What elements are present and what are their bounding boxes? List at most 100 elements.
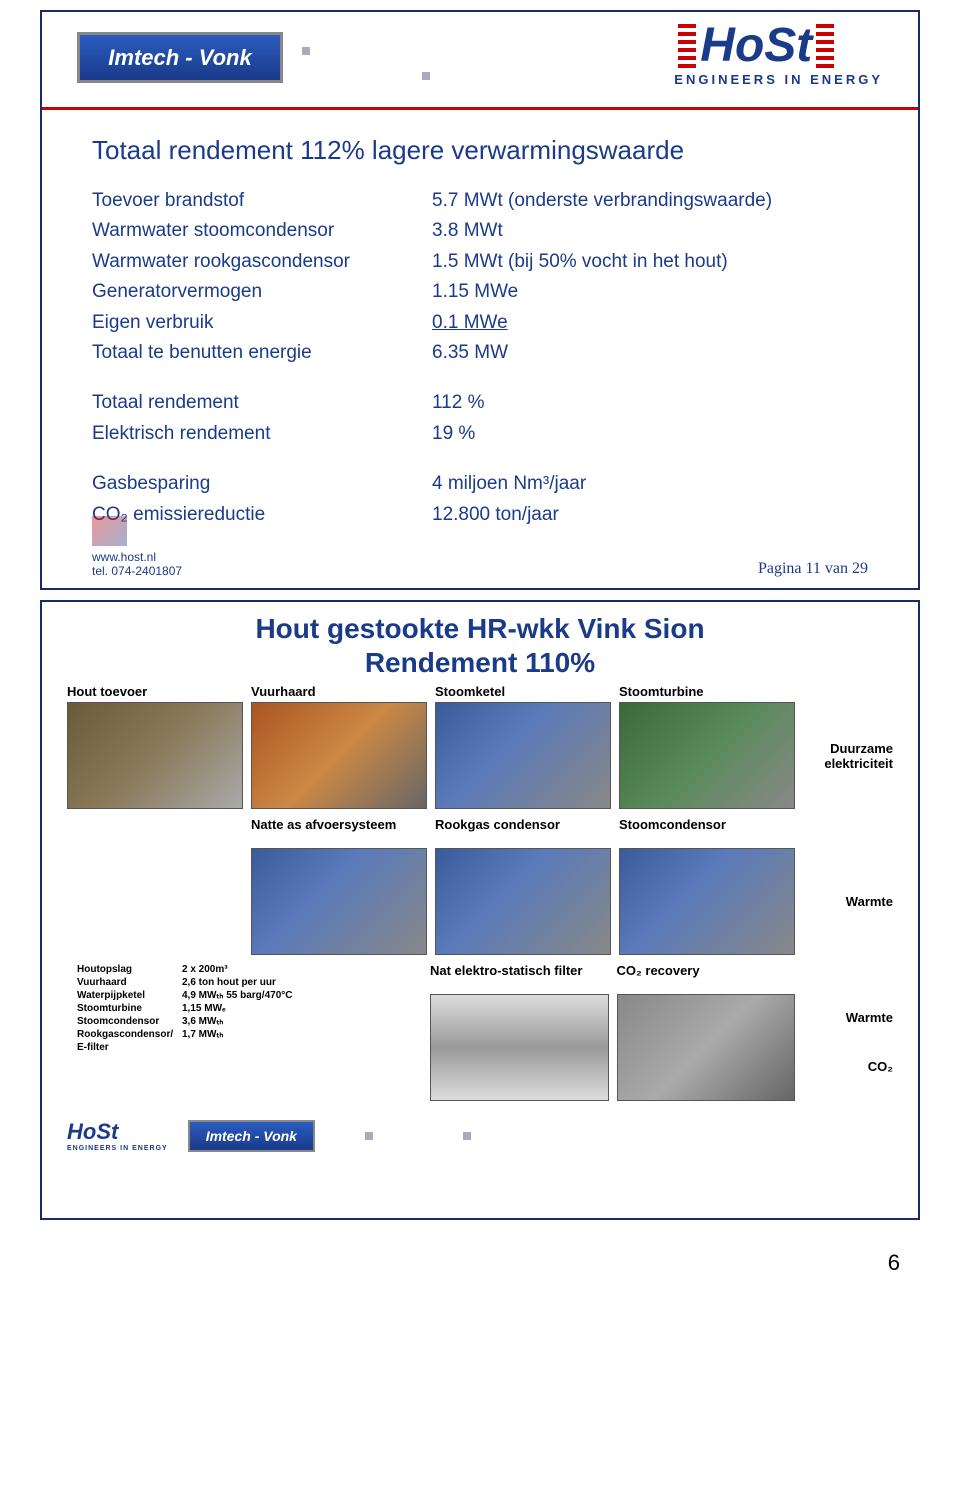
logo-host-main: HoSt	[674, 22, 883, 70]
page-number: 6	[0, 1230, 960, 1306]
logo-host-small-text: HoSt	[67, 1119, 168, 1145]
logo-host-small: HoSt ENGINEERS IN ENERGY	[67, 1119, 168, 1152]
row-value: 5.7 MWt (onderste verbrandingswaarde)	[432, 186, 868, 216]
photo-placeholder	[617, 994, 796, 1101]
logo-stripe-icon	[678, 24, 696, 68]
row-label: Warmwater rookgascondensor	[92, 247, 432, 277]
logo-host-text: HoSt	[700, 22, 812, 70]
decorative-box	[365, 1132, 373, 1140]
slide-1: Imtech - Vonk HoSt ENGINEERS IN ENERGY T…	[40, 10, 920, 590]
row-value: 4 miljoen Nm³/jaar	[432, 469, 868, 499]
cell-label: CO₂ recovery	[617, 963, 794, 991]
process-row-top: Hout toevoer Vuurhaard Stoomketel Stoomt…	[67, 684, 893, 809]
spec-val: 1,15 MWₑ	[182, 1002, 226, 1015]
cell-label: Rookgas condensor	[435, 817, 609, 845]
output-label: Warmte	[803, 892, 893, 911]
decorative-box	[302, 47, 310, 55]
slide-title: Totaal rendement 112% lagere verwarmings…	[42, 110, 918, 186]
output-column: Warmte	[803, 817, 893, 911]
process-row-mid: Natte as afvoersysteem Rookgas condensor…	[67, 817, 893, 955]
cell-label: Nat elektro-statisch filter	[430, 963, 607, 991]
data-row: Totaal te benutten energie6.35 MW	[92, 338, 868, 368]
footer-page: Pagina 11 van 29	[758, 560, 868, 578]
output-label: CO₂	[803, 1057, 893, 1076]
specs-cell: Houtopslag2 x 200m³ Vuurhaard2,6 ton hou…	[67, 963, 420, 1054]
photo-placeholder	[619, 848, 795, 955]
row-label: Eigen verbruik	[92, 308, 432, 338]
photo-placeholder	[251, 702, 427, 809]
process-cell: Hout toevoer	[67, 684, 241, 809]
logo-host: HoSt ENGINEERS IN ENERGY	[674, 22, 883, 87]
photo-placeholder	[251, 848, 427, 955]
process-cell: CO₂ recovery	[617, 963, 794, 1101]
output-label: Duurzame elektriciteit	[803, 739, 893, 773]
decorative-box	[463, 1132, 471, 1140]
row-value: 6.35 MW	[432, 338, 868, 368]
cell-label: Vuurhaard	[251, 684, 425, 699]
data-row: Generatorvermogen1.15 MWe	[92, 277, 868, 307]
process-cell: Nat elektro-statisch filter	[430, 963, 607, 1101]
footer-tel: tel. 074-2401807	[92, 564, 182, 578]
footer-url: www.host.nl	[92, 550, 182, 564]
spec-key: Stoomturbine	[77, 1002, 182, 1015]
process-cell: Stoomturbine	[619, 684, 793, 809]
data-row: Eigen verbruik0.1 MWe	[92, 308, 868, 338]
output-column: Warmte CO₂	[803, 963, 893, 1076]
process-cell: Stoomketel	[435, 684, 609, 809]
logo-imtech-small: Imtech - Vonk	[188, 1120, 315, 1152]
row-label: Totaal te benutten energie	[92, 338, 432, 368]
spec-val: 1,7 MWₜₕ	[182, 1028, 223, 1054]
cell-label: Stoomturbine	[619, 684, 793, 699]
photo-placeholder	[435, 702, 611, 809]
spec-row: Stoomcondensor3,6 MWₜₕ	[77, 1015, 420, 1028]
output-label: Warmte	[803, 1008, 893, 1027]
process-cell: Stoomcondensor	[619, 817, 793, 955]
spec-row: Rookgascondensor/ E-filter1,7 MWₜₕ	[77, 1028, 420, 1054]
spec-key: Houtopslag	[77, 963, 182, 976]
row-label: Gasbesparing	[92, 469, 432, 499]
spec-key: Stoomcondensor	[77, 1015, 182, 1028]
footer-logo-icon	[92, 516, 127, 546]
slide-footer: www.host.nl tel. 074-2401807 Pagina 11 v…	[92, 516, 868, 578]
spec-row: Stoomturbine1,15 MWₑ	[77, 1002, 420, 1015]
spec-key: Vuurhaard	[77, 976, 182, 989]
row-label: Elektrisch rendement	[92, 419, 432, 449]
data-row: Totaal rendement112 %	[92, 388, 868, 418]
bottom-logos: HoSt ENGINEERS IN ENERGY Imtech - Vonk	[42, 1109, 918, 1167]
row-value: 1.5 MWt (bij 50% vocht in het hout)	[432, 247, 868, 277]
logo-host-small-tag: ENGINEERS IN ENERGY	[67, 1145, 168, 1152]
row-value: 3.8 MWt	[432, 216, 868, 246]
photo-placeholder	[619, 702, 795, 809]
process-cell: Rookgas condensor	[435, 817, 609, 955]
spec-val: 2,6 ton hout per uur	[182, 976, 276, 989]
spec-row: Vuurhaard2,6 ton hout per uur	[77, 976, 420, 989]
spec-row: Houtopslag2 x 200m³	[77, 963, 420, 976]
photo-placeholder	[67, 702, 243, 809]
photo-placeholder	[430, 994, 609, 1101]
specs-list: Houtopslag2 x 200m³ Vuurhaard2,6 ton hou…	[67, 963, 420, 1054]
logo-stripe-icon	[816, 24, 834, 68]
data-row: Warmwater rookgascondensor1.5 MWt (bij 5…	[92, 247, 868, 277]
process-row-bottom: Houtopslag2 x 200m³ Vuurhaard2,6 ton hou…	[67, 963, 893, 1101]
slide-header: Imtech - Vonk HoSt ENGINEERS IN ENERGY	[42, 12, 918, 110]
slide-2: Hout gestookte HR-wkk Vink Sion Rendemen…	[40, 600, 920, 1220]
decorative-box	[422, 72, 430, 80]
data-row: Warmwater stoomcondensor3.8 MWt	[92, 216, 868, 246]
process-cell: Natte as afvoersysteem	[251, 817, 425, 955]
cell-label: Hout toevoer	[67, 684, 241, 699]
data-block-2: Totaal rendement112 % Elektrisch rendeme…	[42, 388, 918, 449]
spec-val: 4,9 MWₜₕ 55 barg/470°C	[182, 989, 292, 1002]
process-grid: Hout toevoer Vuurhaard Stoomketel Stoomt…	[42, 684, 918, 1101]
output-column: Duurzame elektriciteit	[803, 684, 893, 773]
row-label: Warmwater stoomcondensor	[92, 216, 432, 246]
data-row: Elektrisch rendement19 %	[92, 419, 868, 449]
logo-host-tagline: ENGINEERS IN ENERGY	[674, 72, 883, 87]
process-cell: Vuurhaard	[251, 684, 425, 809]
slide2-title: Hout gestookte HR-wkk Vink Sion Rendemen…	[42, 602, 918, 684]
spec-row: Waterpijpketel4,9 MWₜₕ 55 barg/470°C	[77, 989, 420, 1002]
data-row: Gasbesparing4 miljoen Nm³/jaar	[92, 469, 868, 499]
footer-left: www.host.nl tel. 074-2401807	[92, 516, 182, 578]
row-value: 1.15 MWe	[432, 277, 868, 307]
row-value: 0.1 MWe	[432, 308, 868, 338]
logo-imtech-vonk: Imtech - Vonk	[77, 32, 283, 83]
